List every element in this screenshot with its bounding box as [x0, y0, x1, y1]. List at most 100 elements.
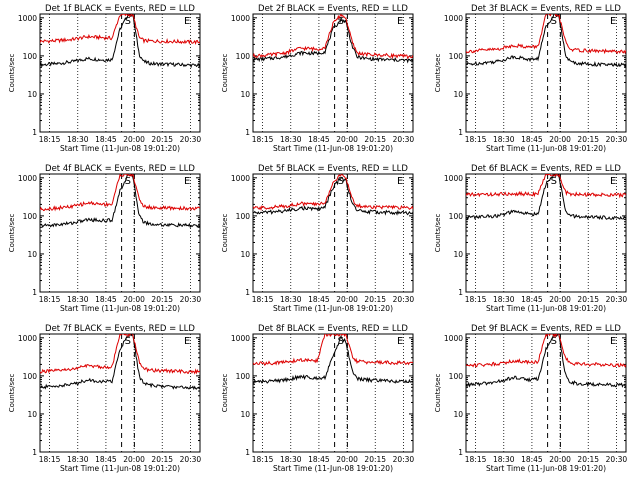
x-tick-label: 20:00 [123, 455, 145, 464]
events-series-line [466, 334, 626, 388]
x-tick-label: 20:15 [577, 295, 599, 304]
y-tick-label: 1000 [18, 174, 37, 183]
chart-6: Det 6f BLACK = Events, RED = LLD 1 10 100 10… [434, 164, 627, 313]
plot-frame [465, 173, 627, 293]
x-tick-label: 20:30 [606, 135, 628, 144]
lld-series-line [253, 14, 413, 60]
y-tick-label: 1000 [18, 334, 37, 343]
y-tick-label: 100 [23, 212, 38, 221]
x-tick-label: 18:45 [521, 135, 543, 144]
start-marker-label: S [338, 16, 344, 27]
chart-2: Det 2f BLACK = Events, RED = LLD 1 10 100 10… [221, 4, 414, 153]
x-tick-label: 18:30 [280, 295, 302, 304]
lld-series-line [466, 174, 626, 199]
x-tick-label: 20:30 [606, 455, 628, 464]
x-tick-label: 20:00 [336, 135, 358, 144]
start-marker-label: S [551, 176, 557, 187]
x-tick-label: 18:15 [39, 455, 61, 464]
end-marker-label: E [397, 16, 403, 27]
y-tick-label: 100 [449, 372, 464, 381]
x-tick-label: 20:30 [180, 135, 202, 144]
y-tick-label: 1 [32, 288, 37, 297]
end-marker-label: E [397, 336, 403, 347]
y-tick-label: 100 [23, 52, 38, 61]
lld-series-line [253, 334, 413, 366]
y-tick-label: 1000 [231, 14, 250, 23]
y-axis-label: Counts/sec [221, 214, 229, 253]
x-tick-label: 18:30 [493, 295, 515, 304]
chart-7: Det 7f BLACK = Events, RED = LLD 1 10 100 10… [8, 324, 201, 473]
events-series-line [253, 334, 413, 384]
x-tick-label: 20:15 [364, 455, 386, 464]
y-tick-label: 100 [449, 212, 464, 221]
chart-8: Det 8f BLACK = Events, RED = LLD 1 10 100 10… [221, 324, 414, 473]
chart-3: Det 3f BLACK = Events, RED = LLD 1 10 100 10… [434, 4, 627, 153]
x-axis-label: Start Time (11-Jun-08 19:01:20) [60, 464, 180, 473]
y-tick-label: 10 [453, 90, 463, 99]
events-series-line [253, 176, 413, 216]
events-series-line [466, 174, 626, 221]
y-tick-label: 1 [32, 128, 37, 137]
y-tick-label: 10 [240, 250, 250, 259]
x-axis-label: Start Time (11-Jun-08 19:01:20) [273, 144, 393, 153]
x-tick-label: 18:30 [280, 455, 302, 464]
x-tick-label: 20:15 [577, 135, 599, 144]
y-tick-label: 1 [245, 448, 250, 457]
chart-5: Det 5f BLACK = Events, RED = LLD 1 10 100 10… [221, 164, 414, 313]
y-axis-label: Counts/sec [221, 374, 229, 413]
end-marker-label: E [397, 176, 403, 187]
x-axis-label: Start Time (11-Jun-08 19:01:20) [60, 304, 180, 313]
x-tick-label: 20:15 [151, 135, 173, 144]
events-series-line [40, 174, 200, 229]
y-tick-label: 1 [245, 128, 250, 137]
x-tick-label: 18:15 [252, 295, 274, 304]
y-tick-label: 1000 [444, 174, 463, 183]
x-tick-label: 20:15 [364, 135, 386, 144]
x-tick-label: 20:30 [393, 135, 415, 144]
plot-frame [465, 13, 627, 133]
end-marker-label: E [610, 336, 616, 347]
x-tick-label: 20:30 [180, 455, 202, 464]
lld-series-line [253, 174, 413, 211]
events-series-line [466, 14, 626, 68]
events-series-line [40, 14, 200, 69]
y-tick-label: 10 [240, 90, 250, 99]
y-tick-label: 10 [27, 410, 37, 419]
y-tick-label: 1 [458, 288, 463, 297]
x-axis-label: Start Time (11-Jun-08 19:01:20) [60, 144, 180, 153]
x-tick-label: 20:30 [606, 295, 628, 304]
y-tick-label: 1 [245, 288, 250, 297]
x-tick-label: 18:15 [465, 295, 487, 304]
x-tick-label: 20:15 [364, 295, 386, 304]
x-axis-label: Start Time (11-Jun-08 19:01:20) [273, 464, 393, 473]
plot-frame [252, 13, 414, 133]
x-tick-label: 20:00 [549, 455, 571, 464]
x-tick-label: 18:15 [39, 135, 61, 144]
y-tick-label: 10 [27, 90, 37, 99]
y-axis-label: Counts/sec [8, 214, 16, 253]
y-tick-label: 100 [236, 52, 251, 61]
chart-title: Det 6f BLACK = Events, RED = LLD [471, 164, 621, 174]
x-tick-label: 18:30 [67, 135, 89, 144]
lld-series-line [40, 174, 200, 212]
end-marker-label: E [610, 176, 616, 187]
x-tick-label: 18:45 [308, 135, 330, 144]
plot-frame [39, 13, 201, 133]
x-tick-label: 20:15 [151, 455, 173, 464]
y-tick-label: 1000 [18, 14, 37, 23]
chart-title: Det 4f BLACK = Events, RED = LLD [45, 164, 195, 174]
x-tick-label: 18:45 [521, 455, 543, 464]
start-marker-label: S [125, 16, 131, 27]
y-tick-label: 1 [458, 128, 463, 137]
y-tick-label: 1000 [444, 14, 463, 23]
x-tick-label: 18:15 [465, 455, 487, 464]
plot-frame [252, 173, 414, 293]
end-marker-label: E [610, 16, 616, 27]
y-tick-label: 1 [32, 448, 37, 457]
plot-frame [465, 333, 627, 453]
x-tick-label: 20:30 [393, 455, 415, 464]
x-tick-label: 18:30 [67, 295, 89, 304]
x-tick-label: 18:30 [493, 135, 515, 144]
x-axis-label: Start Time (11-Jun-08 19:01:20) [486, 144, 606, 153]
